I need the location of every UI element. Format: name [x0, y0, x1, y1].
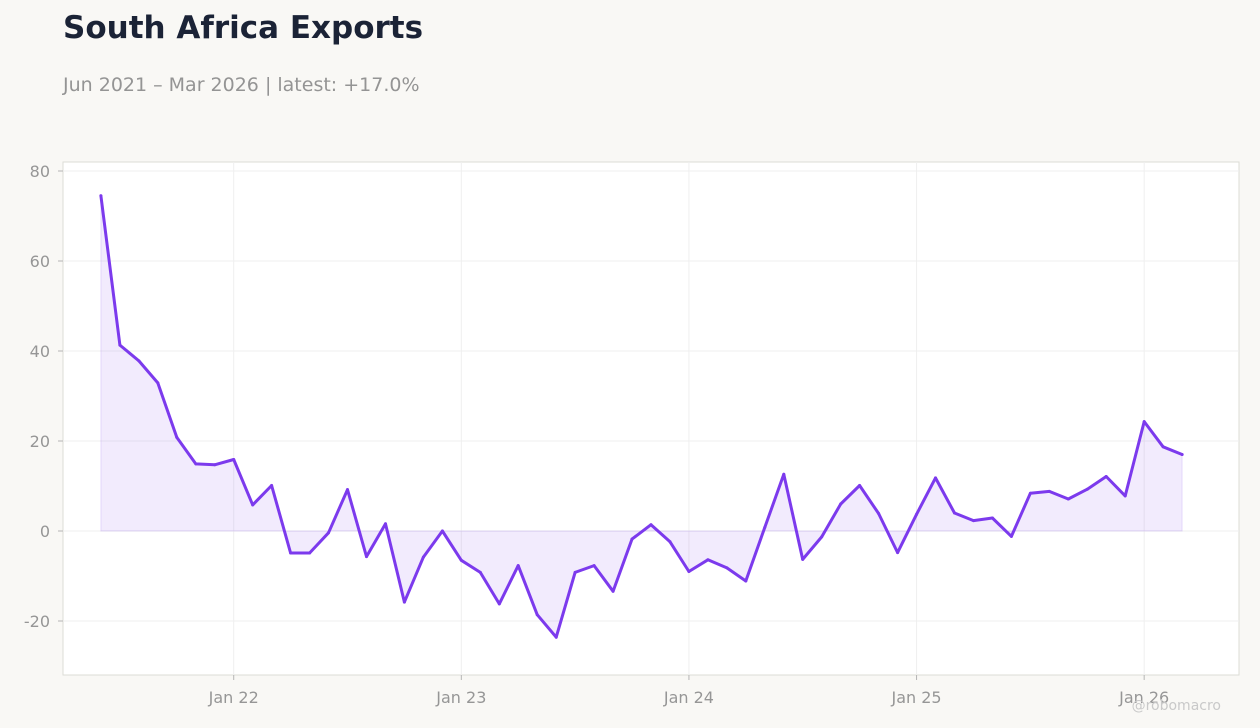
data-point [270, 484, 274, 487]
data-point [497, 602, 501, 606]
data-point [706, 558, 710, 562]
data-point [554, 635, 558, 639]
plot-area [62, 161, 1240, 676]
data-point [1085, 487, 1089, 491]
y-axis: -20 0 20 40 60 80 [24, 162, 63, 631]
x-tick-label: Jan 23 [435, 688, 486, 707]
data-point [478, 570, 482, 574]
data-point [194, 462, 198, 466]
data-point [896, 551, 900, 555]
page-subtitle: Jun 2021 – Mar 2026 | latest: +17.0% [63, 74, 420, 96]
data-point [649, 523, 653, 527]
data-point [440, 529, 444, 533]
x-tick-label: Jan 25 [890, 688, 941, 707]
data-point [213, 463, 217, 467]
data-point [1009, 534, 1013, 538]
data-point [1180, 453, 1184, 456]
data-point [232, 458, 236, 461]
data-point [744, 579, 748, 583]
data-point [327, 531, 330, 535]
data-point [611, 589, 615, 593]
y-tick-label: 0 [40, 522, 50, 541]
data-point [573, 570, 577, 574]
series-layer [99, 194, 1184, 639]
y-tick-label: -20 [24, 612, 50, 631]
data-point [990, 516, 994, 520]
data-point [592, 564, 596, 568]
data-point [402, 600, 406, 604]
x-axis: Jan 22 Jan 23 Jan 24 Jan 25 Jan 26 [208, 675, 1169, 707]
data-point [421, 555, 425, 559]
data-point [763, 525, 767, 529]
data-point [459, 558, 463, 562]
data-point [725, 566, 729, 570]
data-point [1142, 420, 1146, 424]
data-point [782, 472, 786, 476]
data-point [820, 535, 824, 539]
data-point [289, 551, 293, 555]
x-tick-label: Jan 22 [208, 688, 259, 707]
data-point [668, 540, 672, 544]
data-point [953, 511, 956, 515]
y-tick-label: 60 [30, 252, 50, 271]
grid-lines [63, 162, 1239, 675]
data-point [156, 381, 160, 385]
series-line [99, 194, 1184, 639]
data-point [687, 570, 691, 573]
watermark: @robomacro [1132, 698, 1221, 714]
data-point [516, 564, 520, 568]
data-point [1066, 497, 1070, 501]
data-point [972, 519, 975, 523]
data-point [384, 522, 387, 526]
data-point [118, 343, 122, 347]
data-point [1028, 491, 1032, 495]
data-point [251, 503, 255, 507]
data-point [839, 502, 843, 506]
y-tick-label: 40 [30, 342, 50, 361]
y-tick-label: 20 [30, 432, 50, 451]
data-point [137, 359, 141, 363]
y-tick-label: 80 [30, 162, 50, 181]
data-point [308, 551, 312, 555]
data-point [915, 512, 918, 516]
x-tick-label: Jan 24 [663, 688, 714, 707]
data-point [1161, 445, 1165, 449]
data-point [858, 484, 862, 487]
data-point [346, 488, 349, 492]
x-tick-label: Jan 26 [1118, 688, 1169, 707]
data-point [1104, 475, 1108, 478]
data-point [365, 555, 368, 559]
data-point [877, 512, 881, 515]
data-point [175, 435, 179, 439]
data-point [1123, 494, 1127, 498]
data-point [801, 557, 805, 561]
data-point [934, 476, 937, 480]
page-title: South Africa Exports [63, 10, 424, 46]
data-point [535, 613, 539, 617]
data-point [1047, 489, 1051, 493]
data-point [99, 194, 103, 198]
data-point [630, 537, 634, 541]
